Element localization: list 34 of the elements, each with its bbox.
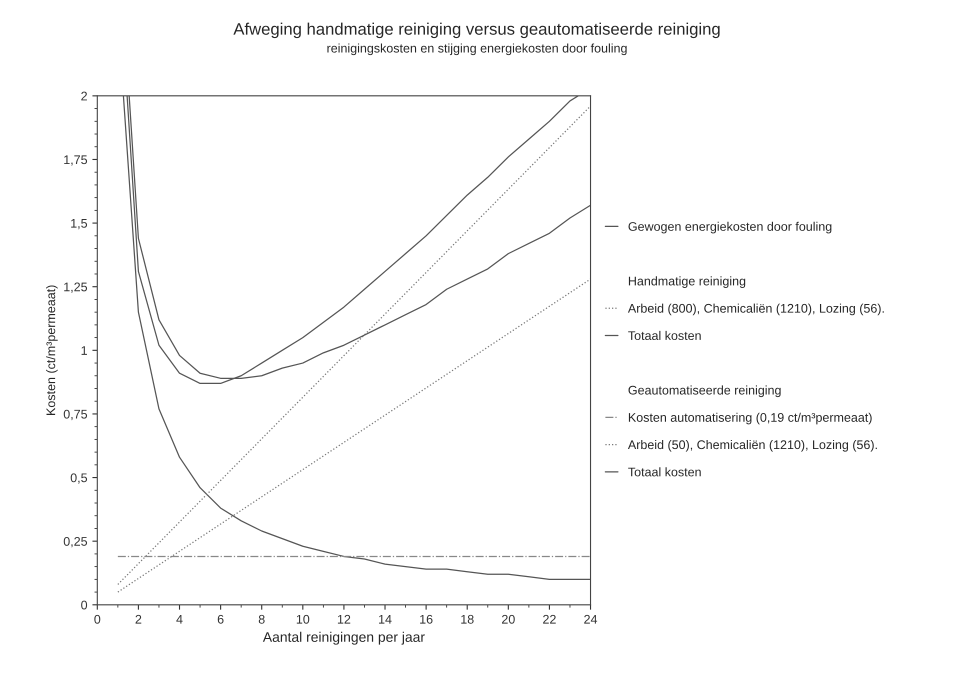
y-tick-label: 1,25 xyxy=(64,282,88,293)
y-tick-label: 1 xyxy=(82,346,87,355)
x-tick-label: 8 xyxy=(258,614,265,624)
x-tick-label: 0 xyxy=(94,614,100,624)
x-tick-label: 10 xyxy=(296,614,310,624)
y-tick-label: 0,75 xyxy=(64,410,88,420)
legend-label: Arbeid (800), Chemicaliën (1210), Lozing (56). xyxy=(628,304,884,316)
text: Geautomatiseerde reiniging xyxy=(628,385,781,398)
legend-label: Gewogen energiekosten door fouling xyxy=(628,222,832,234)
x-tick-label: 6 xyxy=(218,614,224,624)
x-tick-label: 20 xyxy=(502,614,515,624)
y-tick-label: 1,5 xyxy=(71,219,88,230)
legend-label: Totaal kosten xyxy=(628,330,701,340)
x-tick-label: 16 xyxy=(420,614,433,624)
x-tick-label: 2 xyxy=(136,614,142,624)
y-tick-label: 0,25 xyxy=(64,536,88,548)
chart-title: Afweging handmatige reiniging versus geautomatiseerde reiniging xyxy=(233,22,720,38)
x-tick-label: 24 xyxy=(584,614,598,624)
x-tick-label: 14 xyxy=(379,614,392,624)
y-axis-title: Kosten (ct/m³permeaat) xyxy=(46,285,58,415)
x-tick-label: 12 xyxy=(338,614,350,624)
x-tick-label: 22 xyxy=(543,614,556,624)
x-tick-label: 4 xyxy=(176,614,183,624)
legend-label: Kosten automatisering (0,19 ct/m³permeaat) xyxy=(628,412,872,424)
text: Handmatige reiniging xyxy=(628,276,746,288)
y-tick-label: 0,5 xyxy=(70,473,88,484)
y-tick-label: 0 xyxy=(81,600,88,610)
legend-label: Totaal kosten xyxy=(628,467,701,476)
y-tick-label: 1,75 xyxy=(64,155,88,166)
y-tick-label: 2 xyxy=(81,92,87,100)
x-tick-label: 18 xyxy=(461,614,474,624)
legend-label: Arbeid (50), Chemicaliën (1210), Lozing (56). xyxy=(628,440,877,452)
x-axis-title: Aantal reinigingen per jaar xyxy=(262,632,425,645)
chart-subtitle: reinigingskosten en stijging energiekosten door fouling xyxy=(327,43,627,56)
